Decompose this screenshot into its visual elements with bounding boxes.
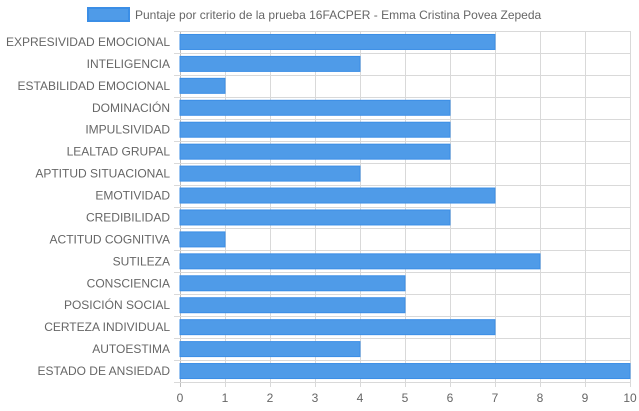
bar[interactable] <box>179 121 451 138</box>
x-tick-label: 8 <box>537 391 544 405</box>
bar[interactable] <box>179 77 226 94</box>
bar[interactable] <box>179 275 406 292</box>
bar[interactable] <box>179 165 361 182</box>
y-tick-label: CONSCIENCIA <box>87 276 170 290</box>
x-tick-label: 10 <box>623 391 637 405</box>
y-axis-labels: EXPRESIVIDAD EMOCIONAL INTELIGENCIA ESTABI… <box>6 35 170 378</box>
bar[interactable] <box>179 187 496 204</box>
bar[interactable] <box>179 99 451 116</box>
y-tick-label: POSICIÓN SOCIAL <box>64 297 170 312</box>
bar[interactable] <box>179 33 496 50</box>
legend-swatch <box>87 7 130 22</box>
y-tick-label: ESTABILIDAD EMOCIONAL <box>18 79 171 93</box>
bar[interactable] <box>179 55 361 72</box>
bar[interactable] <box>179 297 406 314</box>
x-tick-label: 9 <box>582 391 589 405</box>
y-tick-label: LEALTAD GRUPAL <box>67 145 171 159</box>
x-tick-label: 0 <box>177 391 184 405</box>
y-tick-label: CERTEZA INDIVIDUAL <box>44 320 170 334</box>
x-tick-label: 7 <box>492 391 499 405</box>
x-tick-label: 4 <box>357 391 364 405</box>
x-tick-label: 5 <box>402 391 409 405</box>
legend-label: Puntaje por criterio de la prueba 16FACP… <box>135 8 542 22</box>
y-tick-label: INTELIGENCIA <box>87 57 170 71</box>
y-tick-label: AUTOESTIMA <box>92 342 170 356</box>
x-tick-label: 1 <box>222 391 229 405</box>
y-tick-label: APTITUD SITUACIONAL <box>35 167 170 181</box>
grid <box>174 31 631 387</box>
bar[interactable] <box>179 341 361 358</box>
x-tick-label: 3 <box>312 391 319 405</box>
y-tick-label: SUTILEZA <box>113 254 170 268</box>
x-tick-label: 6 <box>447 391 454 405</box>
y-tick-label: CREDIBILIDAD <box>86 210 170 224</box>
y-tick-label: EXPRESIVIDAD EMOCIONAL <box>6 35 170 49</box>
bar[interactable] <box>179 231 226 248</box>
y-tick-label: IMPULSIVIDAD <box>85 123 170 137</box>
x-axis-labels: 0 1 2 3 4 5 6 7 8 9 10 <box>177 391 637 405</box>
bar[interactable] <box>179 319 496 336</box>
y-tick-label: ESTADO DE ANSIEDAD <box>38 364 171 378</box>
bar[interactable] <box>179 363 631 380</box>
bar[interactable] <box>179 209 451 226</box>
y-tick-label: DOMINACIÓN <box>92 100 170 115</box>
x-tick-label: 2 <box>267 391 274 405</box>
bar[interactable] <box>179 253 541 270</box>
y-tick-label: EMOTIVIDAD <box>95 189 170 203</box>
legend[interactable]: Puntaje por criterio de la prueba 16FACP… <box>87 7 542 22</box>
bar[interactable] <box>179 143 451 160</box>
y-tick-label: ACTITUD COGNITIVA <box>50 232 170 246</box>
bars <box>179 33 631 380</box>
